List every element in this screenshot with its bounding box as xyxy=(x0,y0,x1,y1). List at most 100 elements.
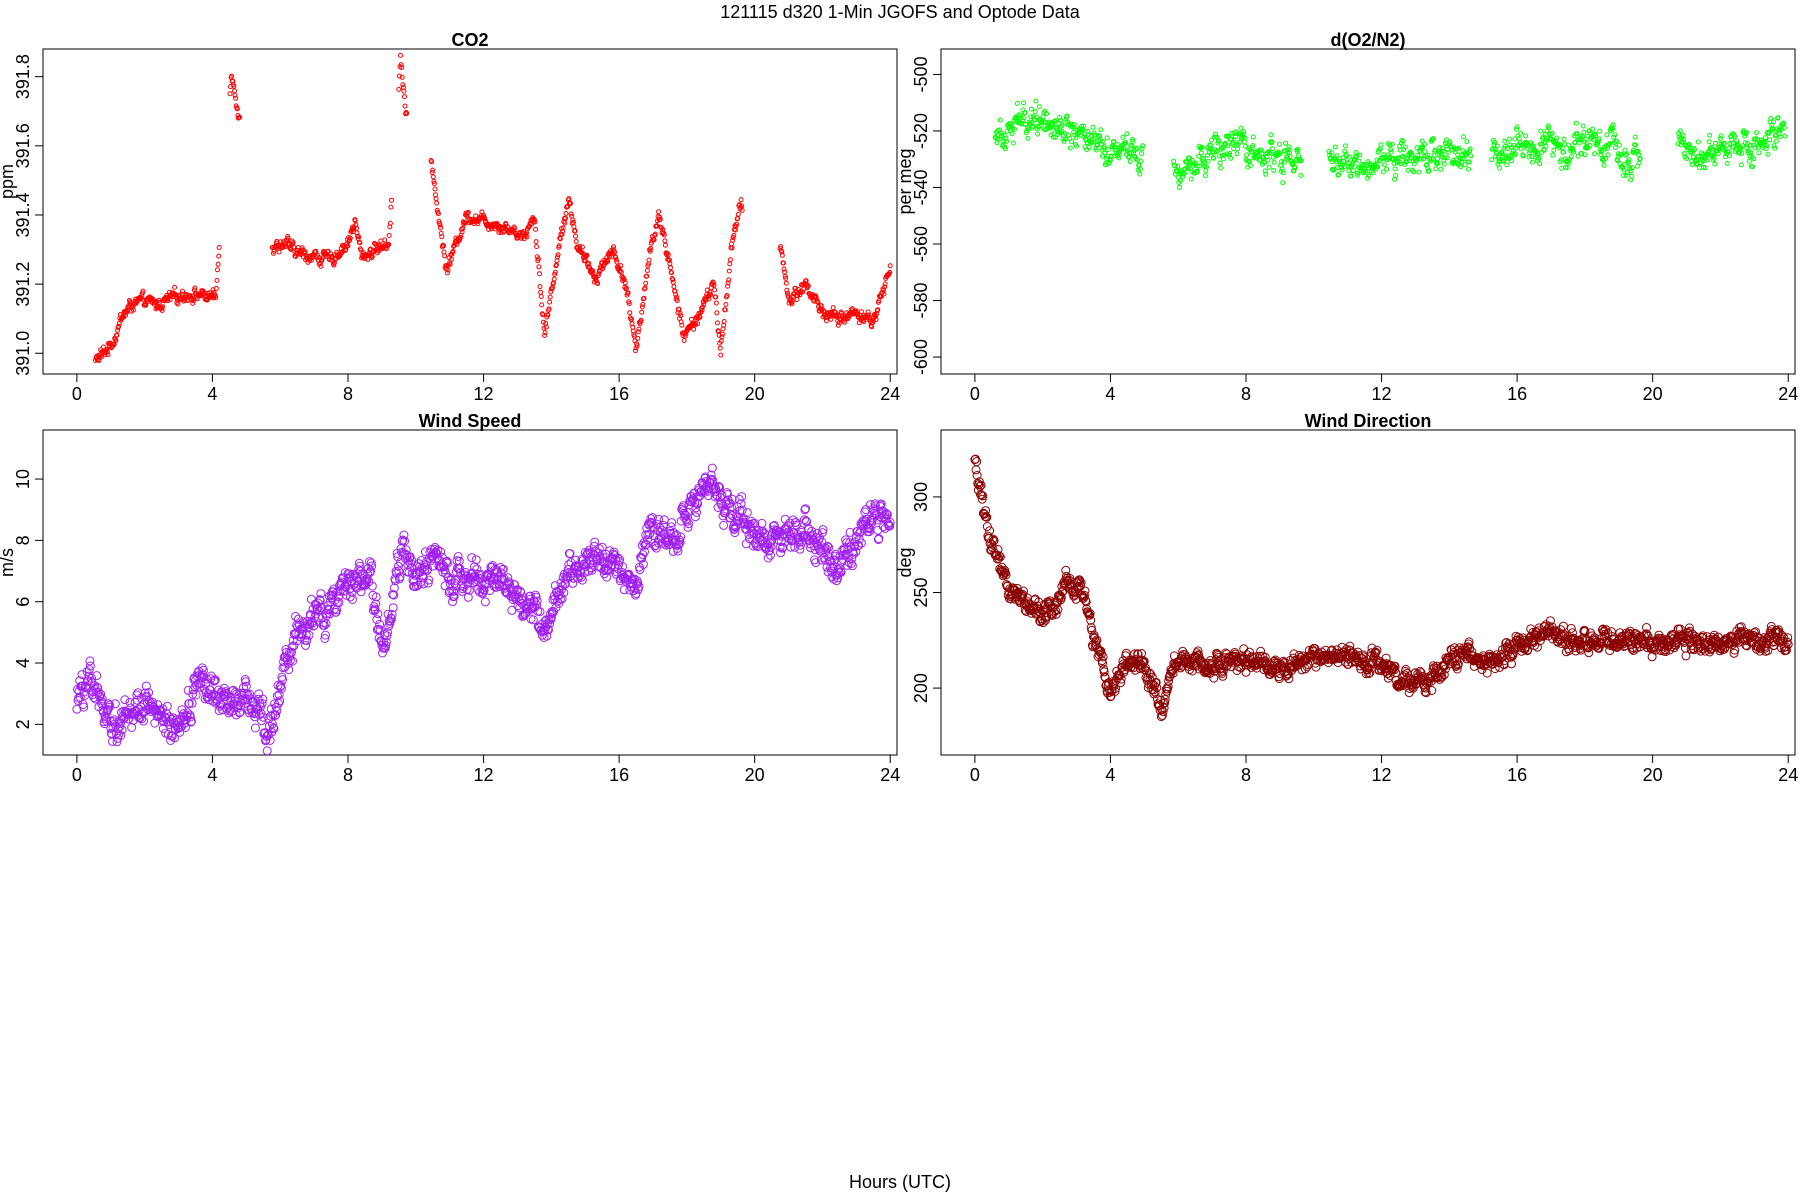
data-point xyxy=(720,331,725,337)
data-point xyxy=(532,219,538,225)
data-point xyxy=(182,297,188,303)
data-point xyxy=(430,167,436,173)
data-point xyxy=(708,292,714,298)
data-point xyxy=(1124,131,1130,137)
x-tick-label: 12 xyxy=(474,384,494,404)
data-point xyxy=(554,258,560,264)
data-point xyxy=(679,322,685,328)
data-point xyxy=(216,253,222,259)
data-point xyxy=(556,243,562,249)
data-point xyxy=(1581,129,1587,135)
data-point xyxy=(631,333,637,339)
data-point xyxy=(234,106,240,112)
data-point xyxy=(640,302,646,307)
data-point xyxy=(531,217,537,223)
data-point xyxy=(1342,143,1348,149)
data-point xyxy=(714,320,720,326)
data-point xyxy=(670,277,676,283)
panel-title: d(O2/N2) xyxy=(1330,30,1405,50)
data-point xyxy=(545,312,551,318)
data-point xyxy=(432,186,438,192)
data-point xyxy=(725,283,731,289)
data-point xyxy=(1504,162,1510,168)
x-tick-label: 20 xyxy=(1643,765,1663,785)
data-point xyxy=(399,74,405,80)
data-point xyxy=(621,277,627,283)
data-point xyxy=(1268,132,1274,138)
data-point xyxy=(402,94,407,100)
data-point xyxy=(596,271,602,277)
data-point xyxy=(697,314,703,320)
data-point xyxy=(1782,133,1788,139)
data-point xyxy=(727,261,733,267)
data-point xyxy=(345,243,351,249)
data-point xyxy=(1384,166,1390,172)
data-point xyxy=(718,338,724,344)
data-point xyxy=(688,316,694,322)
data-point xyxy=(105,352,111,358)
data-point xyxy=(276,249,282,255)
data-point xyxy=(398,62,404,68)
data-point xyxy=(116,323,122,329)
data-point xyxy=(647,248,653,254)
data-point xyxy=(642,285,648,291)
data-point xyxy=(232,92,238,98)
data-point xyxy=(597,268,603,274)
data-point xyxy=(662,242,668,248)
data-point xyxy=(278,239,284,245)
data-point xyxy=(1551,147,1557,153)
data-point xyxy=(1529,154,1535,160)
data-point xyxy=(318,263,324,269)
data-point xyxy=(1332,144,1338,150)
data-point xyxy=(431,181,437,187)
data-point xyxy=(730,237,736,243)
data-point xyxy=(560,228,566,234)
data-point xyxy=(430,174,436,180)
data-point xyxy=(124,309,130,315)
y-tick-label: 391.8 xyxy=(13,54,33,99)
data-point xyxy=(695,321,701,327)
data-point xyxy=(471,555,481,565)
data-point xyxy=(725,280,731,286)
data-point xyxy=(579,244,585,250)
y-tick-label: 8 xyxy=(13,535,33,545)
data-point xyxy=(1250,134,1256,140)
data-point xyxy=(565,549,575,558)
figure-x-axis-label: Hours (UTC) xyxy=(849,1172,951,1192)
data-point xyxy=(250,723,260,733)
data-point xyxy=(467,553,477,563)
data-point xyxy=(230,78,236,84)
data-point xyxy=(285,235,291,241)
data-point xyxy=(1383,673,1393,683)
data-point xyxy=(710,280,716,286)
data-point xyxy=(1098,127,1104,133)
data-point xyxy=(1724,161,1730,166)
data-point xyxy=(1529,159,1535,165)
data-point xyxy=(433,196,439,202)
data-point xyxy=(1357,152,1362,158)
data-point xyxy=(533,226,538,232)
data-point xyxy=(382,237,388,243)
data-point xyxy=(353,222,359,228)
data-point xyxy=(104,349,110,355)
panel-title: Wind Speed xyxy=(419,411,522,431)
data-point xyxy=(1218,165,1224,171)
data-point xyxy=(462,220,468,226)
data-point xyxy=(1035,131,1041,137)
x-tick-label: 12 xyxy=(474,765,494,785)
data-point xyxy=(1025,135,1031,141)
panel-title: CO2 xyxy=(451,30,488,50)
data-point xyxy=(719,334,725,340)
data-point xyxy=(1561,136,1567,142)
data-point xyxy=(1392,166,1398,172)
data-point xyxy=(692,321,698,327)
data-point xyxy=(681,338,687,343)
data-point xyxy=(551,276,557,282)
data-point xyxy=(1283,140,1288,146)
data-point xyxy=(313,248,319,254)
data-point xyxy=(719,520,729,530)
data-point xyxy=(1559,165,1565,171)
data-point xyxy=(571,224,577,230)
data-point xyxy=(357,240,363,246)
